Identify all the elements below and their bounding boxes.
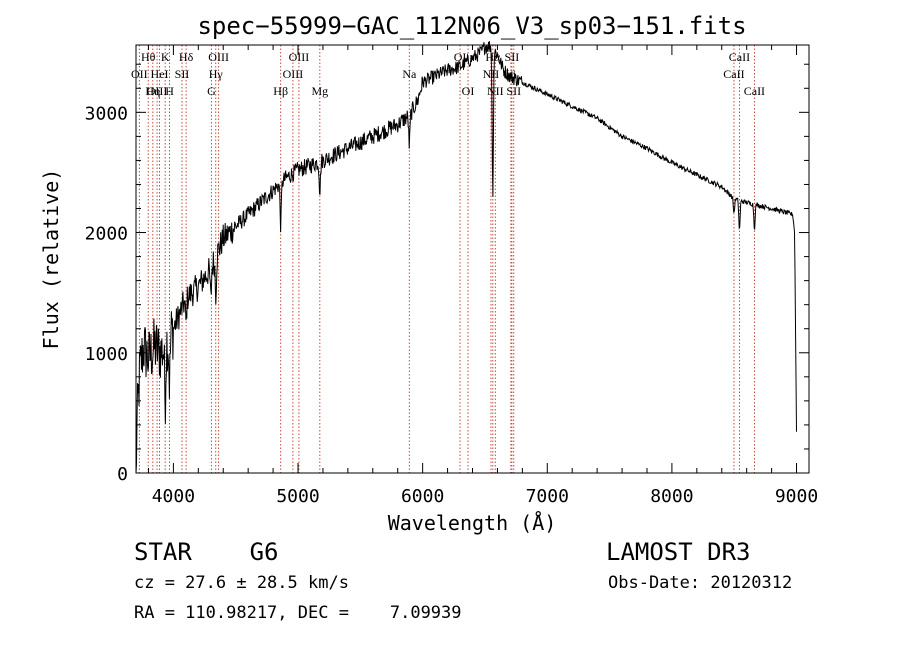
spectral-line-label: G — [207, 84, 216, 98]
spectral-line-label: CaII — [723, 67, 744, 81]
spectral-line-label: Mg — [311, 84, 328, 98]
spectral-line-markers — [138, 45, 755, 473]
y-axis: 0 1000 2000 3000 — [85, 63, 809, 485]
x-tick-label: 6000 — [401, 486, 444, 507]
x-tick-label: 9000 — [775, 486, 818, 507]
x-tick-label: 4000 — [152, 486, 195, 507]
spectrum-line — [135, 41, 797, 474]
spectral-line-label: NII — [483, 67, 500, 81]
spectral-line-label: Hδ — [179, 50, 194, 64]
spectral-line-label: OII — [131, 67, 148, 81]
obs-date: Obs-Date: 20120312 — [608, 573, 793, 593]
spectral-line-label: OIII — [208, 50, 229, 64]
spectral-line-label: NII — [487, 84, 504, 98]
plot-frame — [135, 44, 810, 474]
x-tick-label: 5000 — [276, 486, 319, 507]
spectral-line-label: CaII — [744, 84, 765, 98]
spectral-line-label: K — [161, 50, 170, 64]
spectral-line-label: OIII — [289, 50, 310, 64]
spectral-line-label: SII — [505, 50, 520, 64]
spectral-line-label: SII — [506, 84, 521, 98]
y-tick-label: 3000 — [85, 103, 128, 124]
spectral-line-label: Hβ — [273, 84, 288, 98]
y-tick-label: 0 — [117, 464, 128, 485]
y-tick-label: 1000 — [85, 344, 128, 365]
spectral-line-label: CaII — [729, 50, 750, 64]
classification: STAR G6 — [134, 538, 279, 566]
spectral-line-label: OIII — [283, 67, 304, 81]
x-axis-label: Wavelength (Å) — [388, 511, 557, 535]
spectral-line-label: Hα — [485, 50, 501, 64]
spectral-line-label: HeI — [151, 67, 169, 81]
spectral-line-label: OI — [462, 84, 475, 98]
spectral-line-label: Na — [402, 67, 417, 81]
spectral-line-label: SII — [175, 67, 190, 81]
y-axis-label: Flux (relative) — [39, 169, 63, 350]
survey-name: LAMOST DR3 — [606, 538, 751, 566]
x-axis: 4000 5000 6000 7000 8000 9000 — [147, 45, 818, 507]
spectral-line-label: Hη — [145, 84, 160, 98]
spectral-line-label: Hγ — [209, 67, 224, 81]
redshift: cz = 27.6 ± 28.5 km/s — [134, 573, 349, 593]
coordinates: RA = 110.98217, DEC = 7.09939 — [134, 603, 462, 623]
spectral-line-label: OI — [454, 50, 467, 64]
x-tick-label: 7000 — [526, 486, 569, 507]
x-tick-label: 8000 — [650, 486, 693, 507]
spectral-line-label: OIII — [147, 84, 168, 98]
y-tick-label: 2000 — [85, 224, 128, 245]
spectral-line-label: H — [165, 84, 174, 98]
spectral-line-label: Hθ — [141, 50, 156, 64]
chart-title: spec−55999−GAC_112N06_V3_sp03−151.fits — [197, 12, 746, 40]
spectral-line-label: Li — [506, 67, 517, 81]
